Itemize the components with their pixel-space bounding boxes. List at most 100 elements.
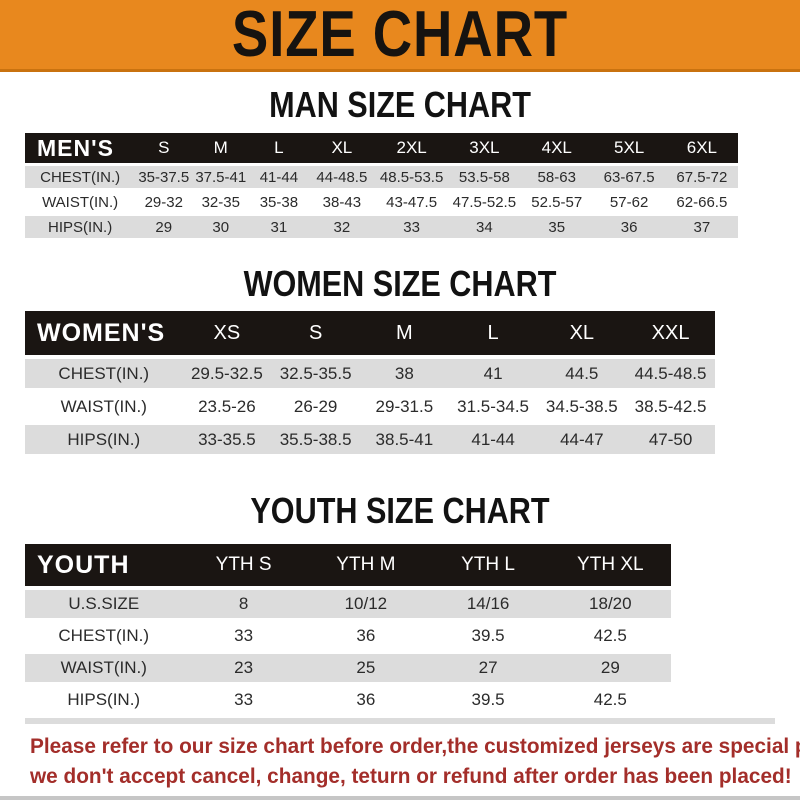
measurement-row-label: CHEST(IN.) bbox=[25, 359, 183, 388]
size-value-cell: 52.5-57 bbox=[520, 191, 593, 213]
measurement-row: WAIST(IN.) 29-32 32-35 35-38 38-43 43-47.5 47.… bbox=[25, 191, 775, 213]
table-corner-label: YOUTH bbox=[25, 544, 183, 586]
size-value-cell: 18/20 bbox=[549, 590, 672, 618]
disclaimer-note: Please refer to our size chart before or… bbox=[30, 732, 800, 792]
table-corner-label: WOMEN'S bbox=[25, 311, 183, 355]
size-value-cell: 29-31.5 bbox=[360, 392, 449, 421]
row-filler bbox=[671, 622, 775, 650]
size-column-header: 5XL bbox=[592, 133, 666, 163]
size-value-cell: 30 bbox=[192, 216, 250, 238]
size-value-cell: 10/12 bbox=[304, 590, 427, 618]
measurement-row: WAIST(IN.) 23 25 27 29 bbox=[25, 654, 775, 682]
size-value-cell: 32-35 bbox=[192, 191, 250, 213]
size-value-cell: 27 bbox=[426, 654, 550, 682]
women-section-heading: WOMEN SIZE CHART bbox=[243, 263, 557, 304]
measurement-row-label: CHEST(IN.) bbox=[25, 622, 183, 650]
size-value-cell: 23 bbox=[182, 654, 305, 682]
size-value-cell: 33 bbox=[182, 686, 305, 714]
size-value-cell: 31 bbox=[249, 216, 309, 238]
size-value-cell: 39.5 bbox=[426, 622, 550, 650]
size-value-cell: 29 bbox=[549, 654, 672, 682]
size-value-cell: 14/16 bbox=[426, 590, 550, 618]
size-column-header: L bbox=[448, 311, 538, 355]
size-column-header: YTH L bbox=[426, 544, 550, 586]
measurement-row: HIPS(IN.) 29 30 31 32 33 34 35 36 37 bbox=[25, 216, 775, 238]
size-value-cell: 42.5 bbox=[549, 686, 672, 714]
size-value-cell: 8 bbox=[182, 590, 305, 618]
size-value-cell: 42.5 bbox=[549, 622, 672, 650]
size-column-header: S bbox=[271, 311, 360, 355]
header-filler bbox=[715, 311, 775, 355]
size-value-cell: 33-35.5 bbox=[182, 425, 272, 454]
measurement-row: U.S.SIZE 8 10/12 14/16 18/20 bbox=[25, 590, 775, 618]
size-value-cell: 26-29 bbox=[271, 392, 360, 421]
size-value-cell: 34 bbox=[447, 216, 521, 238]
table-corner-label: MEN'S bbox=[25, 133, 136, 163]
measurement-row: CHEST(IN.) 33 36 39.5 42.5 bbox=[25, 622, 775, 650]
measurement-row-label: HIPS(IN.) bbox=[25, 686, 183, 714]
size-value-cell: 37.5-41 bbox=[192, 166, 250, 188]
row-filler bbox=[738, 216, 775, 238]
size-value-cell: 44-48.5 bbox=[308, 166, 376, 188]
row-filler bbox=[714, 392, 775, 421]
measurement-row-label: HIPS(IN.) bbox=[25, 425, 183, 454]
size-value-cell: 38.5-41 bbox=[360, 425, 449, 454]
size-value-cell: 57-62 bbox=[592, 191, 666, 213]
size-value-cell: 23.5-26 bbox=[182, 392, 272, 421]
row-filler bbox=[738, 166, 775, 188]
size-value-cell: 36 bbox=[592, 216, 666, 238]
size-column-header: XL bbox=[537, 311, 627, 355]
header-filler bbox=[671, 544, 775, 586]
size-value-cell: 58-63 bbox=[520, 166, 593, 188]
size-value-cell: 35.5-38.5 bbox=[271, 425, 360, 454]
size-column-header: YTH M bbox=[304, 544, 427, 586]
size-value-cell: 25 bbox=[304, 654, 427, 682]
row-filler bbox=[671, 590, 775, 618]
size-value-cell: 35-37.5 bbox=[135, 166, 193, 188]
measurement-row-label: WAIST(IN.) bbox=[25, 392, 183, 421]
size-column-header: L bbox=[249, 133, 309, 163]
women-size-table: WOMEN'S XS S M L XL XXL CHEST(IN.) 29.5-32.5 32.5… bbox=[25, 307, 775, 458]
row-filler bbox=[738, 191, 775, 213]
measurement-row-label: WAIST(IN.) bbox=[25, 191, 136, 213]
size-value-cell: 44.5 bbox=[537, 359, 627, 388]
measurement-row: HIPS(IN.) 33 36 39.5 42.5 bbox=[25, 686, 775, 714]
size-value-cell: 36 bbox=[304, 622, 427, 650]
size-value-cell: 63-67.5 bbox=[592, 166, 666, 188]
row-filler bbox=[714, 359, 775, 388]
size-column-header: 3XL bbox=[447, 133, 521, 163]
size-value-cell: 38.5-42.5 bbox=[626, 392, 715, 421]
size-value-cell: 34.5-38.5 bbox=[537, 392, 627, 421]
size-value-cell: 41 bbox=[448, 359, 538, 388]
size-value-cell: 41-44 bbox=[448, 425, 538, 454]
size-column-header: M bbox=[360, 311, 449, 355]
header-filler bbox=[738, 133, 775, 163]
size-header-row: YOUTH YTH S YTH M YTH L YTH XL bbox=[25, 544, 775, 586]
size-value-cell: 47.5-52.5 bbox=[447, 191, 521, 213]
size-value-cell: 29 bbox=[135, 216, 193, 238]
size-value-cell: 47-50 bbox=[626, 425, 715, 454]
youth-size-table: YOUTH YTH S YTH M YTH L YTH XL U.S.SIZE 8 10/12… bbox=[25, 540, 775, 718]
measurement-row-label: WAIST(IN.) bbox=[25, 654, 183, 682]
size-column-header: XXL bbox=[626, 311, 715, 355]
size-value-cell: 29-32 bbox=[135, 191, 193, 213]
size-column-header: 6XL bbox=[665, 133, 739, 163]
banner: SIZE CHART bbox=[0, 0, 800, 72]
man-section-heading: MAN SIZE CHART bbox=[269, 84, 531, 125]
size-value-cell: 32 bbox=[308, 216, 376, 238]
size-value-cell: 44.5-48.5 bbox=[626, 359, 715, 388]
youth-table-bottom-strip bbox=[25, 718, 775, 724]
measurement-row: HIPS(IN.) 33-35.5 35.5-38.5 38.5-41 41-44 44-… bbox=[25, 425, 775, 454]
size-value-cell: 38-43 bbox=[308, 191, 376, 213]
size-value-cell: 33 bbox=[182, 622, 305, 650]
size-header-row: MEN'S S M L XL 2XL 3XL 4XL 5XL 6XL bbox=[25, 133, 775, 163]
size-value-cell: 37 bbox=[665, 216, 739, 238]
row-filler bbox=[671, 686, 775, 714]
disclaimer-line-1: Please refer to our size chart before or… bbox=[30, 735, 800, 758]
size-value-cell: 35-38 bbox=[249, 191, 309, 213]
size-column-header: S bbox=[135, 133, 193, 163]
size-value-cell: 48.5-53.5 bbox=[375, 166, 448, 188]
row-filler bbox=[671, 654, 775, 682]
measurement-row-label: HIPS(IN.) bbox=[25, 216, 136, 238]
